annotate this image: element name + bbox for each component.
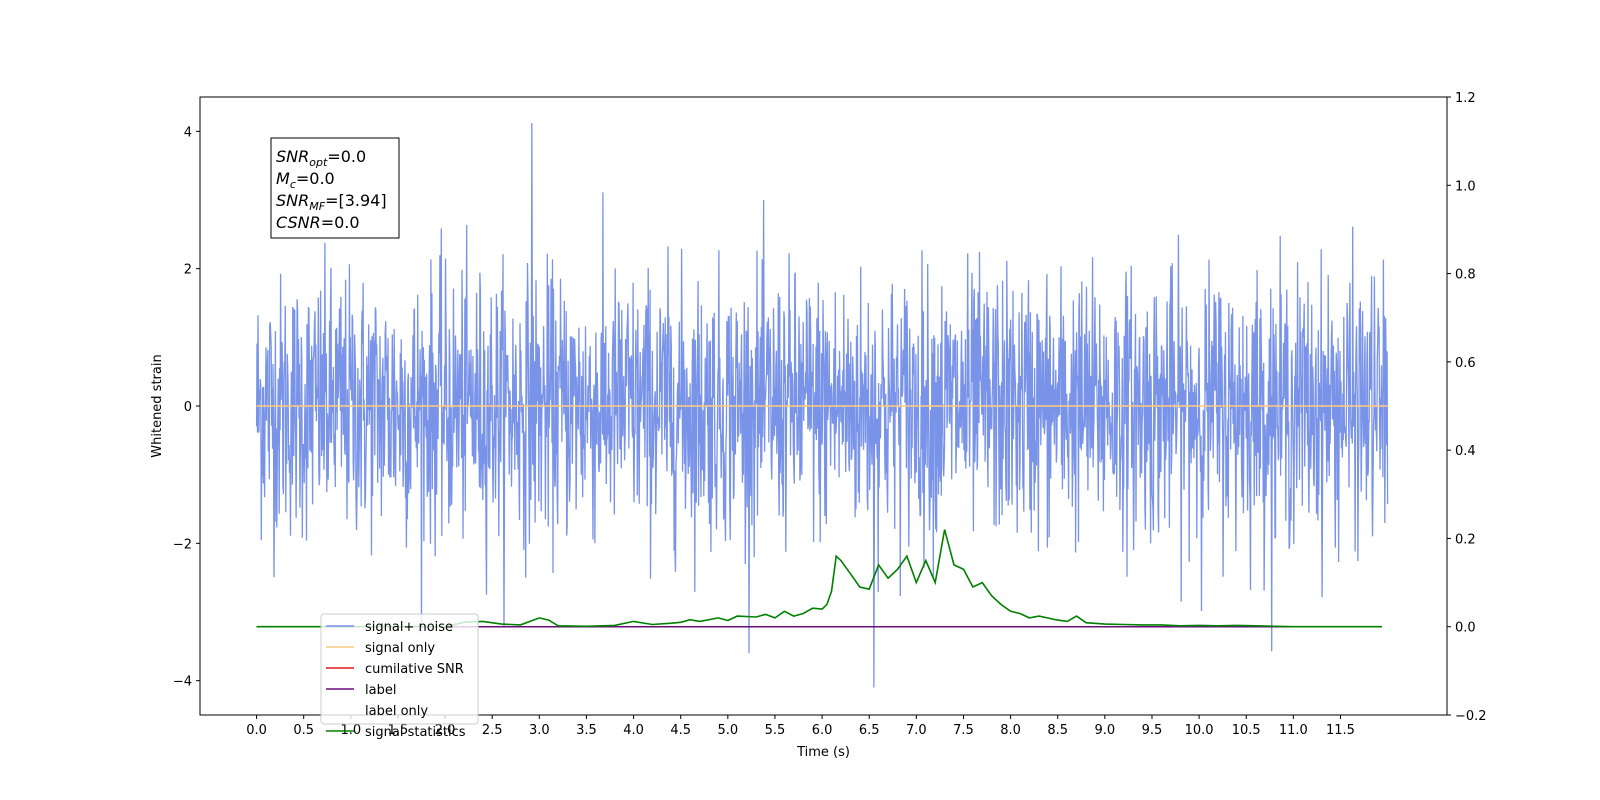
x-tick-label: 3.5 — [576, 723, 597, 738]
x-tick-label: 0.0 — [246, 723, 267, 738]
axes: 0.0 0.5 1.0 1.5 2.0 2.5 3.0 3.5 4.0 4.5 5.0 5.5 6.0 6… — [173, 91, 1487, 738]
y-tick-label: 4 — [184, 125, 192, 140]
x-axis-label: Time (s) — [796, 745, 850, 760]
series-signal-noise — [255, 123, 1389, 688]
annotation-line: Mc=0.0 — [276, 169, 335, 191]
x-tick-label: 6.5 — [859, 723, 880, 738]
legend-label-label: label — [365, 683, 396, 698]
x-tick-label: 9.0 — [1095, 723, 1116, 738]
y2-tick-label: 1.0 — [1455, 179, 1476, 194]
x-tick-label: 2.5 — [482, 723, 503, 738]
y2-tick-label: 1.2 — [1455, 91, 1476, 106]
annotation-line: CSNR=0.0 — [276, 213, 360, 232]
y2-tick-label: 0.0 — [1455, 621, 1476, 636]
x-tick-label: 1.5 — [388, 723, 409, 738]
y2-tick-label: 0.4 — [1455, 444, 1476, 459]
y2-tick-label: 0.2 — [1455, 532, 1476, 547]
x-tick-label: 7.5 — [953, 723, 974, 738]
x-tick-label: 7.0 — [906, 723, 927, 738]
y-tick-label: 2 — [184, 263, 192, 278]
legend-frame — [320, 613, 479, 725]
y-tick-label: −4 — [173, 675, 192, 690]
y-axis-label: Whitened strain — [150, 354, 165, 457]
annotation-line: SNRMF=[3.94] — [276, 191, 387, 213]
legend-cumilative-snr-label: cumilative SNR — [365, 662, 464, 677]
y2-tick-label: 0.8 — [1455, 268, 1476, 283]
x-tick-label: 8.5 — [1047, 723, 1068, 738]
legend: signal+ noise signal only cumilative SNR la… — [320, 613, 479, 740]
y-tick-label: 0 — [184, 400, 192, 415]
x-tick-label: 4.0 — [623, 723, 644, 738]
legend-signal-only-label: signal only — [365, 641, 435, 656]
annotation-frame — [270, 137, 400, 239]
y2-tick-label: 0.6 — [1455, 356, 1476, 371]
y2-tick-label: −0.2 — [1455, 709, 1487, 724]
legend-signal-noise-label: signal+ noise — [365, 620, 453, 635]
legend-label-only-label: label only — [365, 704, 428, 719]
x-tick-label: 11.5 — [1326, 723, 1355, 738]
series-signal-statistics — [256, 529, 1382, 628]
annotation-line: SNRopt=0.0 — [276, 147, 366, 169]
x-tick-label: 2.0 — [435, 723, 456, 738]
x-tick-label: 0.5 — [293, 723, 314, 738]
x-tick-label: 5.5 — [765, 723, 786, 738]
plot-area — [255, 123, 1389, 688]
x-tick-label: 6.0 — [812, 723, 833, 738]
x-tick-label: 10.5 — [1232, 723, 1261, 738]
x-tick-label: 3.0 — [529, 723, 550, 738]
x-tick-label: 10.0 — [1185, 723, 1214, 738]
x-tick-label: 8.0 — [1000, 723, 1021, 738]
x-tick-label: 11.0 — [1279, 723, 1308, 738]
x-tick-label: 5.0 — [717, 723, 738, 738]
x-tick-label: 9.5 — [1142, 723, 1163, 738]
legend-signal-statistics-label: signal statistics — [365, 725, 466, 740]
x-tick-label: 4.5 — [670, 723, 691, 738]
y-tick-label: −2 — [173, 537, 192, 552]
